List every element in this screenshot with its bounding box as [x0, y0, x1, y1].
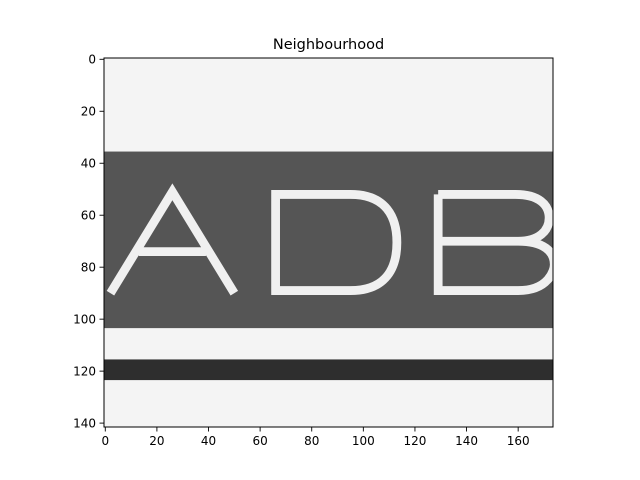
plot-frame [103, 57, 554, 428]
x-tick-label: 120 [403, 434, 426, 448]
y-axis: 0 20 40 60 80 100 120 140 [73, 53, 104, 430]
y-tick-label: 60 [81, 209, 96, 223]
y-tick-label: 0 [88, 53, 96, 67]
band-light-bottom [104, 380, 553, 427]
x-tick-label: 60 [252, 434, 267, 448]
letter-a-glyph [106, 183, 239, 296]
band-dark-stripe [104, 359, 553, 381]
band-light-top [104, 58, 553, 152]
y-tick-label: 120 [73, 364, 96, 378]
band-light-middle [104, 328, 553, 360]
letter-b-glyph [433, 190, 553, 295]
y-tick-label: 100 [73, 312, 96, 326]
x-tick-label: 20 [149, 434, 164, 448]
y-tick-label: 140 [73, 416, 96, 430]
y-tick-label: 40 [81, 157, 96, 171]
x-axis: 0 20 40 60 80 100 120 140 160 [101, 427, 530, 448]
x-tick-label: 0 [101, 434, 109, 448]
x-tick-label: 40 [201, 434, 216, 448]
y-tick-label: 20 [81, 105, 96, 119]
letter-d-glyph [271, 190, 402, 295]
chart-title: Neighbourhood [273, 37, 384, 53]
x-tick-label: 100 [352, 434, 375, 448]
x-tick-label: 140 [455, 434, 478, 448]
x-tick-label: 80 [304, 434, 319, 448]
image-letters [106, 183, 553, 296]
x-tick-label: 160 [507, 434, 530, 448]
y-tick-label: 80 [81, 260, 96, 274]
